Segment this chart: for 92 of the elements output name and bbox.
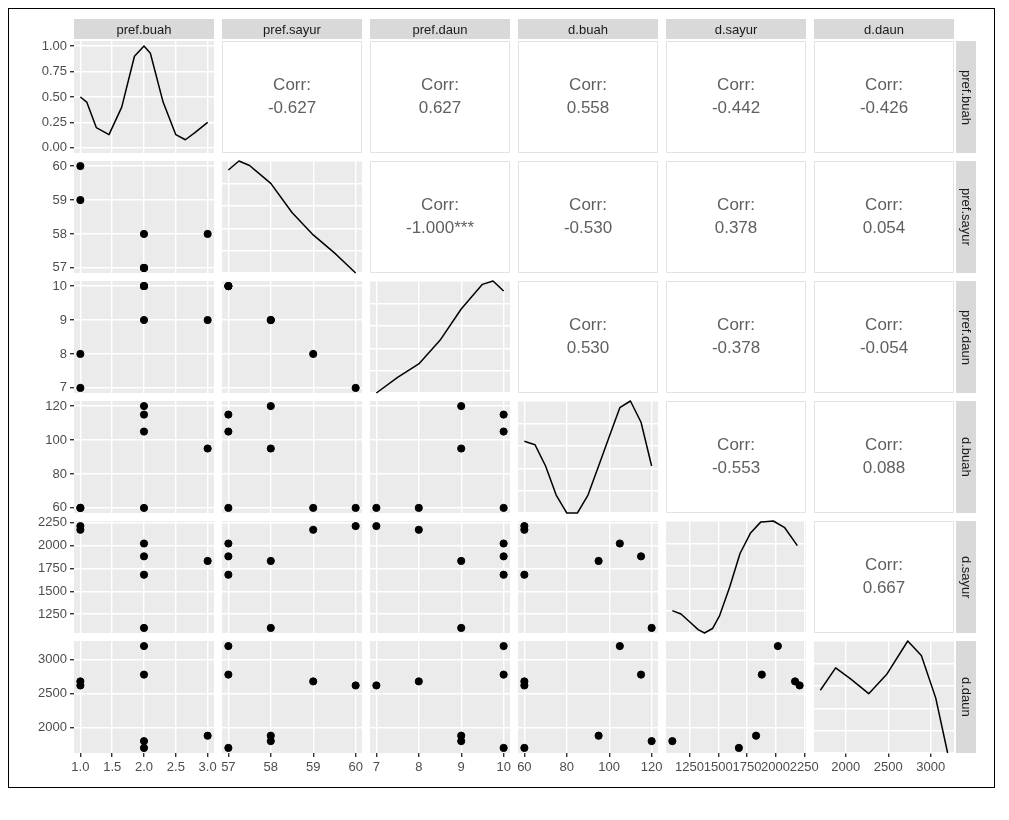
y2-axis-title: d.daun [956,641,976,753]
y-tick-label: 1.00 [41,37,67,53]
text: -0.627 [267,97,317,119]
text: d.sayur [666,19,806,39]
x-tick-label: 120 [640,759,663,775]
x-tick-label: 1500 [703,759,733,775]
y-tick-label: 9 [59,311,67,327]
x-tick-label: 10 [496,759,511,775]
y-tick-label: 0.00 [41,139,67,155]
text: Corr: [421,194,459,217]
text: -0.426 [859,97,909,119]
y-tick-label: 120 [45,397,67,413]
x-tick-label: 8 [415,759,423,775]
text: Corr: [865,194,903,217]
text: 0.378 [714,217,758,239]
y-tick-label: 57 [52,259,67,275]
text: 0.627 [418,97,462,119]
text: Corr: [865,74,903,97]
y-tick-label: 1250 [38,605,67,621]
x-tick-label: 80 [559,759,575,775]
x-tick-label: 58 [263,759,279,775]
y-tick-label: 2500 [38,685,67,701]
text: 0.558 [566,97,610,119]
y-tick-label: 2000 [38,536,67,552]
y-tick-label: 1750 [38,559,67,575]
text: -0.054 [859,337,909,359]
y-tick-label: 0.75 [41,63,67,79]
x-tick-label: 1.0 [71,759,90,775]
x-tick-label: 57 [221,759,236,775]
text: Corr: [717,314,755,337]
x-tick-label: 9 [457,759,465,775]
x-tick-label: 7 [372,759,380,775]
y-tick-label: 58 [52,225,67,241]
text: d.sayur [956,521,976,633]
y-tick-label: 100 [45,431,67,447]
y-tick-label: 8 [59,345,67,361]
text: d.buah [956,401,976,513]
x-tick-label: 2.5 [166,759,185,775]
y-tick-label: 7 [59,379,67,395]
text: Corr: [865,314,903,337]
text: Corr: [569,194,607,217]
x-tick-label: 100 [598,759,621,775]
text: -0.442 [711,97,761,119]
y-tick-label: 10 [52,277,67,293]
text: 0.054 [862,217,906,239]
text: pref.buah [956,41,976,153]
y-tick-label: 2000 [38,719,67,735]
text: d.daun [814,19,954,39]
x-tick-label: 3.0 [198,759,217,775]
text: Corr: [717,194,755,217]
y-tick-label: 59 [52,191,67,207]
x-tick-label: 2000 [831,759,861,775]
y-tick-label: 2250 [38,514,67,529]
text: pref.daun [370,19,510,39]
x-tick-label: 59 [305,759,321,775]
text: d.buah [518,19,658,39]
x-tick-label: 2.0 [134,759,154,775]
text: -0.378 [711,337,761,359]
text: Corr: [421,74,459,97]
text: Corr: [273,74,311,97]
x-tick-label: 1750 [732,759,762,775]
x-tick-label: 2500 [873,759,903,775]
y-tick-label: 3000 [38,651,67,667]
text: pref.sayur [222,19,362,39]
text: pref.daun [956,281,976,393]
text: -0.530 [563,217,613,239]
y-tick-label: 1500 [38,582,67,598]
text: pref.sayur [956,161,976,273]
x-tick-label: 3000 [916,759,946,775]
chart-title: pref.buah [74,19,214,39]
text: Corr: [569,314,607,337]
text: Corr: [717,434,755,457]
y-tick-label: 60 [52,157,67,173]
text: 0.088 [862,457,906,479]
text: Corr: [865,554,903,577]
text: Corr: [569,74,607,97]
text: 0.667 [862,577,906,599]
text: -1.000*** [405,217,475,239]
y-tick-label: 0.25 [41,114,67,130]
text: -0.553 [711,457,761,479]
x-tick-label: 2000 [761,759,791,775]
text: Corr: [717,74,755,97]
text: 0.530 [566,337,610,359]
text: Corr: [865,434,903,457]
x-tick-label: 2250 [789,759,819,775]
x-tick-label: 60 [348,759,363,775]
y-tick-label: 60 [52,499,67,515]
y-tick-label: 80 [52,465,67,481]
x-tick-label: 1250 [675,759,705,775]
x-tick-label: 60 [517,759,532,775]
y-tick-label: 0.50 [41,88,67,104]
x-tick-label: 1.5 [103,759,122,775]
